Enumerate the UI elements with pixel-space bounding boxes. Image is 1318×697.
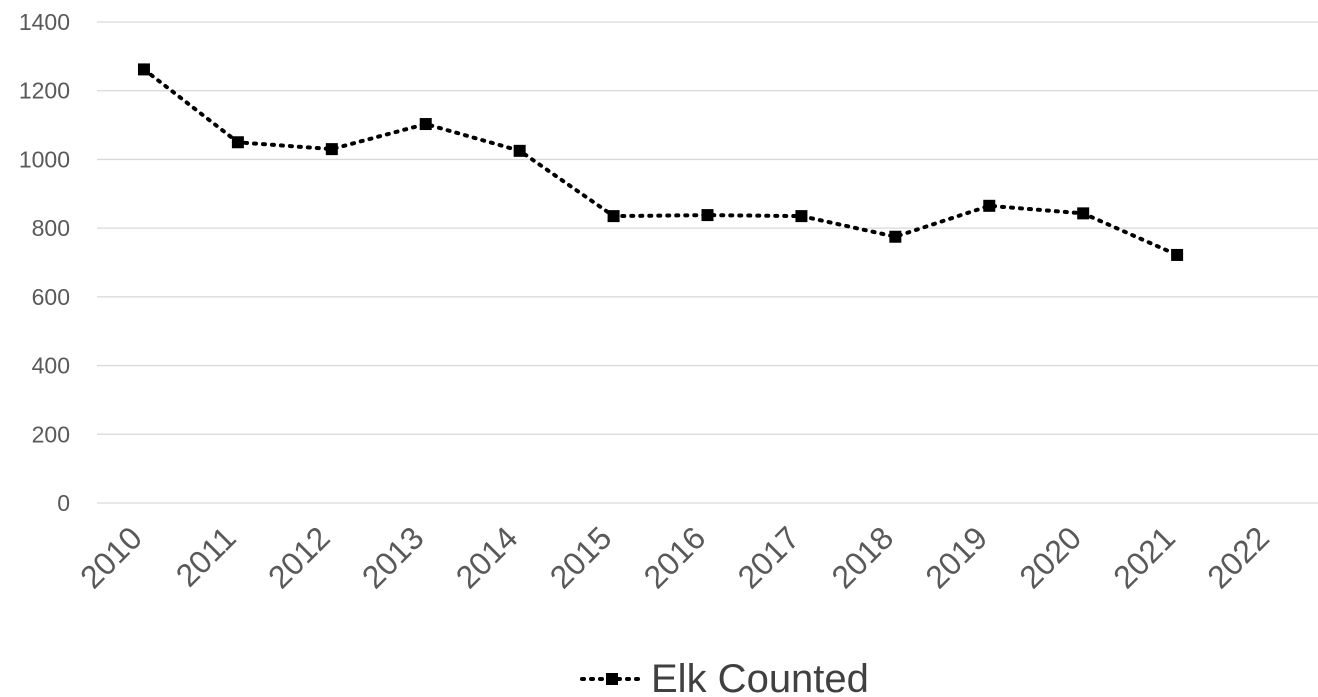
- data-point-2014: [513, 144, 526, 157]
- data-point-2017: [795, 210, 808, 223]
- data-point-2013: [419, 118, 432, 131]
- y-tick-label: 1200: [19, 78, 70, 104]
- x-tick-label: 2022: [1200, 519, 1276, 595]
- x-tick-label: 2016: [637, 519, 713, 595]
- y-tick-label: 1000: [19, 146, 70, 172]
- series-line: [142, 67, 1180, 257]
- gridlines: [97, 21, 1318, 504]
- x-tick-label: 2017: [731, 519, 807, 595]
- data-point-2020: [1077, 207, 1090, 220]
- data-point-2010: [137, 63, 150, 76]
- y-tick-label: 800: [32, 215, 70, 241]
- data-point-2015: [607, 210, 620, 223]
- y-tick-label: 1400: [19, 9, 70, 35]
- y-tick-label: 0: [57, 490, 70, 516]
- data-point-2012: [325, 143, 338, 156]
- x-tick-label: 2019: [918, 519, 994, 595]
- legend-label: Elk Counted: [651, 657, 869, 697]
- y-axis-tick-labels: 0 200 400 600 800 1000 1200 1400: [19, 9, 70, 516]
- legend: Elk Counted: [580, 657, 869, 697]
- x-tick-label: 2014: [449, 519, 525, 595]
- x-tick-label: 2021: [1106, 519, 1182, 595]
- data-point-2021: [1171, 248, 1184, 261]
- x-tick-label: 2010: [73, 519, 149, 595]
- x-tick-label: 2018: [825, 519, 901, 595]
- data-point-2019: [983, 199, 996, 212]
- x-tick-label: 2020: [1012, 519, 1088, 595]
- data-point-2016: [701, 209, 714, 222]
- y-tick-label: 400: [32, 353, 70, 379]
- x-tick-label: 2013: [355, 519, 431, 595]
- x-axis-tick-labels: 2010 2011 2012 2013 2014 2015 2016 2017 2018 2019…: [73, 519, 1276, 595]
- legend-marker: [606, 673, 618, 685]
- data-point-2011: [231, 136, 244, 149]
- x-tick-label: 2011: [169, 519, 243, 593]
- y-tick-label: 200: [32, 421, 70, 447]
- y-tick-label: 600: [32, 284, 70, 310]
- series-elk-counted: [137, 63, 1184, 261]
- x-tick-label: 2012: [261, 519, 337, 595]
- data-point-2018: [889, 230, 902, 243]
- x-tick-label: 2015: [543, 519, 619, 595]
